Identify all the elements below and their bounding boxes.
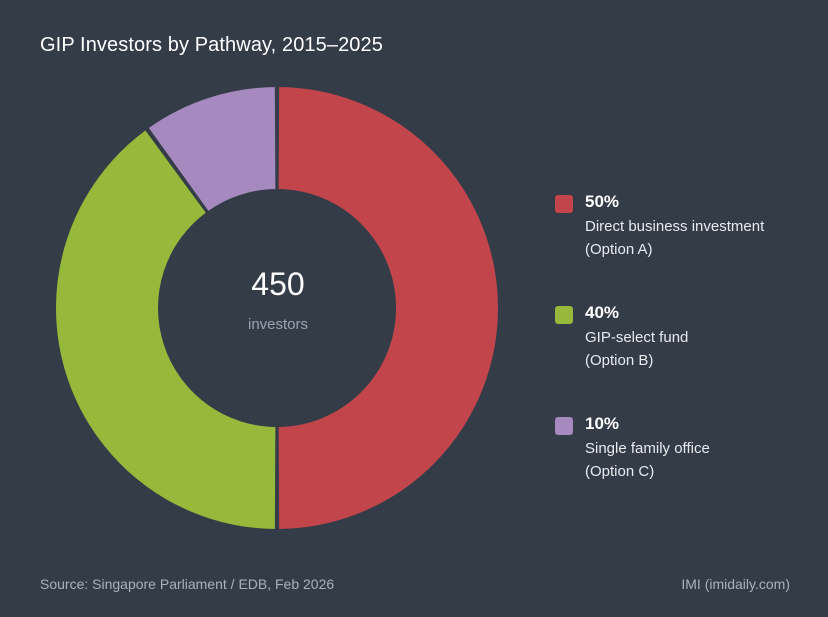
legend-option: (Option C) [585, 463, 655, 480]
legend-percent: 50% [585, 192, 620, 211]
legend-label: GIP-select fund [585, 329, 689, 346]
legend-percent: 40% [585, 303, 620, 322]
legend-option: (Option A) [585, 241, 653, 258]
legend-label: Direct business investment [585, 218, 765, 235]
total-label: investors [247, 316, 309, 333]
donut-slice-3 [146, 84, 278, 214]
legend-percent: 10% [585, 414, 620, 433]
legend-swatch [555, 195, 573, 213]
legend-option: (Option B) [585, 352, 654, 369]
credit-note: IMI (imidaily.com) [681, 576, 790, 592]
donut-slice-2 [54, 127, 278, 532]
legend-label: Single family office [585, 440, 710, 457]
donut-chart [54, 84, 501, 532]
legend-swatch [555, 306, 573, 324]
source-note: Source: Singapore Parliament / EDB, Feb … [40, 576, 335, 592]
donut-slice-1 [276, 84, 501, 532]
chart-title: GIP Investors by Pathway, 2015–2025 [40, 34, 383, 56]
legend-swatch [555, 417, 573, 435]
total-value: 450 [251, 266, 305, 302]
